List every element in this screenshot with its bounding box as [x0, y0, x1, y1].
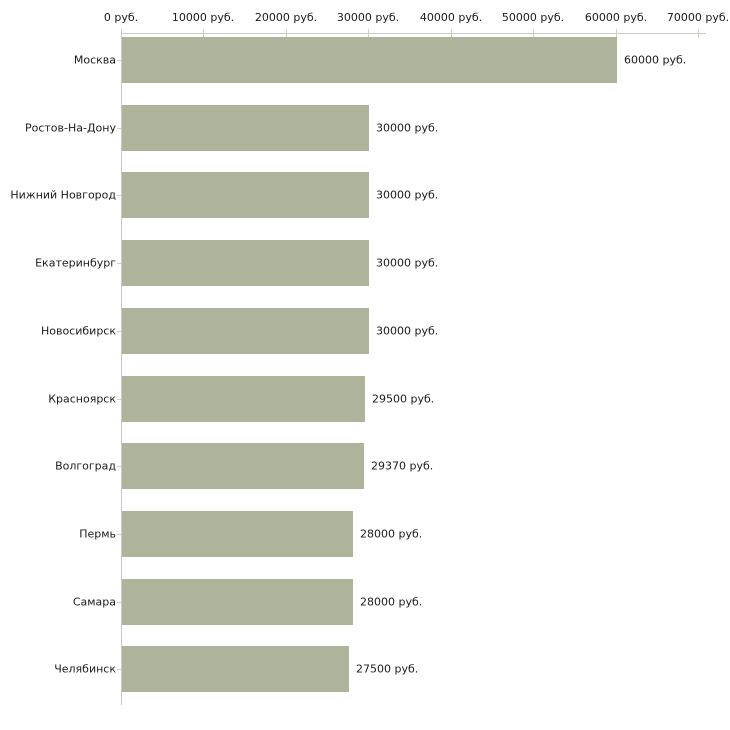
value-label: 30000 руб.	[376, 256, 439, 270]
value-label: 27500 руб.	[356, 662, 419, 676]
value-label: 60000 руб.	[624, 53, 687, 67]
category-label: Ростов-На-Дону	[24, 121, 116, 135]
bar	[122, 240, 369, 286]
x-axis-tick-label: 60000 руб.	[584, 11, 648, 24]
category-label: Нижний Новгород	[10, 188, 116, 202]
x-axis-tick-label: 10000 руб.	[171, 11, 235, 24]
category-label: Екатеринбург	[35, 256, 116, 270]
bar	[122, 37, 617, 83]
x-axis-tick-mark	[203, 29, 204, 38]
value-label: 30000 руб.	[376, 188, 439, 202]
y-axis-tick-mark	[117, 60, 121, 61]
x-axis-tick-mark	[451, 29, 452, 38]
category-label: Красноярск	[48, 392, 116, 406]
y-axis-tick-mark	[117, 534, 121, 535]
category-label: Волгоград	[55, 459, 116, 473]
y-axis-tick-mark	[117, 331, 121, 332]
x-axis-tick-label: 40000 руб.	[419, 11, 483, 24]
x-axis-tick-mark	[286, 29, 287, 38]
y-axis-tick-mark	[117, 669, 121, 670]
x-axis-tick-label: 0 руб.	[103, 11, 139, 24]
x-axis-tick-mark	[698, 29, 699, 38]
x-axis-tick-label: 70000 руб.	[666, 11, 730, 24]
value-label: 30000 руб.	[376, 121, 439, 135]
value-label: 29500 руб.	[372, 392, 435, 406]
x-axis-tick-label: 50000 руб.	[501, 11, 565, 24]
x-axis-tick-mark	[533, 29, 534, 38]
bar	[122, 172, 369, 218]
bar	[122, 511, 353, 557]
category-label: Челябинск	[54, 662, 116, 676]
y-axis-tick-mark	[117, 602, 121, 603]
bar	[122, 646, 349, 692]
value-label: 28000 руб.	[360, 595, 423, 609]
x-axis-tick-mark	[368, 29, 369, 38]
y-axis-tick-mark	[117, 263, 121, 264]
x-axis-tick-label: 30000 руб.	[336, 11, 400, 24]
bar	[122, 308, 369, 354]
bar	[122, 443, 364, 489]
x-axis-line	[121, 33, 706, 34]
category-label: Пермь	[79, 527, 116, 541]
bar	[122, 579, 353, 625]
bar	[122, 376, 365, 422]
x-axis-tick-mark	[616, 29, 617, 38]
y-axis-tick-mark	[117, 399, 121, 400]
y-axis-tick-mark	[117, 128, 121, 129]
x-axis-tick-label: 20000 руб.	[254, 11, 318, 24]
value-label: 28000 руб.	[360, 527, 423, 541]
y-axis-line	[121, 29, 122, 705]
category-label: Новосибирск	[40, 324, 116, 338]
category-label: Москва	[73, 53, 116, 67]
y-axis-tick-mark	[117, 466, 121, 467]
y-axis-tick-mark	[117, 195, 121, 196]
value-label: 29370 руб.	[371, 459, 434, 473]
category-label: Самара	[72, 595, 116, 609]
bar	[122, 105, 369, 151]
value-label: 30000 руб.	[376, 324, 439, 338]
